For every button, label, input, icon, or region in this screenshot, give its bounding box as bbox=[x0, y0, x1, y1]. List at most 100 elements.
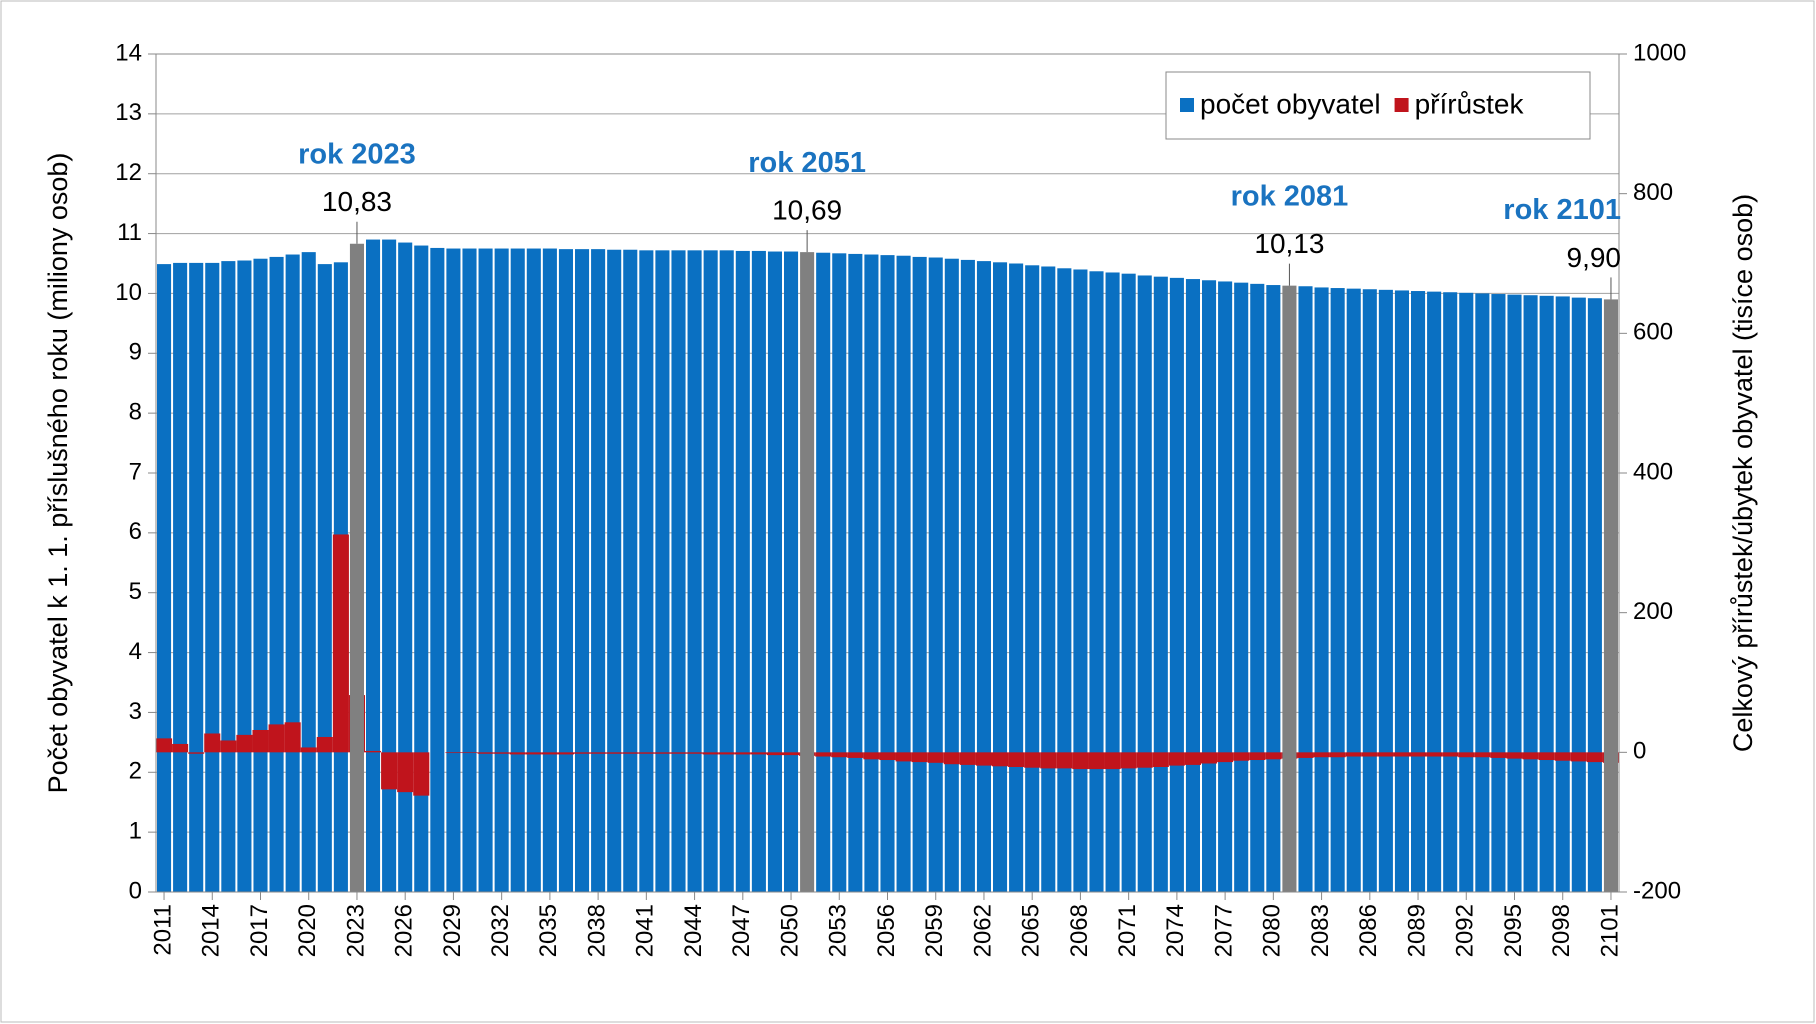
increase-bar bbox=[236, 734, 253, 753]
population-bar bbox=[976, 261, 991, 892]
legend-label: počet obyvatel bbox=[1200, 88, 1381, 119]
population-bar bbox=[1073, 269, 1088, 892]
x-tick-label: 2041 bbox=[632, 904, 659, 957]
x-tick-label: 2056 bbox=[873, 904, 900, 957]
population-bar bbox=[221, 261, 236, 892]
increase-bar bbox=[959, 752, 976, 765]
highlight-bar bbox=[349, 243, 364, 893]
increase-bar bbox=[702, 752, 719, 755]
year-label: rok 2101 bbox=[1503, 194, 1621, 226]
increase-bar bbox=[1345, 752, 1362, 757]
value-label: 10,69 bbox=[772, 195, 842, 226]
population-bar bbox=[1443, 292, 1458, 892]
y2-tick-label: 800 bbox=[1633, 179, 1673, 206]
population-bar bbox=[205, 262, 220, 892]
population-bar bbox=[414, 245, 429, 893]
population-bar bbox=[558, 249, 573, 893]
population-bar bbox=[1202, 280, 1217, 892]
x-tick-label: 2086 bbox=[1355, 904, 1382, 957]
increase-bar bbox=[461, 752, 478, 754]
population-bar bbox=[960, 259, 975, 892]
increase-bar bbox=[1088, 752, 1105, 770]
population-bar bbox=[237, 260, 252, 892]
increase-bar bbox=[509, 752, 526, 755]
population-bar bbox=[1330, 288, 1345, 892]
y-tick-label: 2 bbox=[129, 758, 142, 785]
population-bar bbox=[767, 251, 782, 892]
population-bar bbox=[928, 257, 943, 892]
increase-bar bbox=[606, 752, 623, 754]
value-label: 10,83 bbox=[322, 186, 392, 217]
increase-bar bbox=[316, 736, 333, 753]
increase-bar bbox=[172, 743, 189, 753]
increase-bar bbox=[718, 752, 735, 755]
population-bar bbox=[607, 249, 622, 893]
population-bar bbox=[1459, 292, 1474, 893]
x-tick-label: 2047 bbox=[728, 904, 755, 957]
increase-bar bbox=[1313, 752, 1330, 758]
population-bar bbox=[1346, 288, 1361, 892]
population-bar bbox=[1025, 265, 1040, 892]
x-tick-label: 2083 bbox=[1307, 904, 1334, 957]
increase-bar bbox=[1570, 752, 1587, 762]
increase-bar bbox=[1361, 752, 1378, 757]
population-bar bbox=[462, 248, 477, 893]
increase-bar bbox=[686, 752, 703, 754]
year-label: rok 2023 bbox=[298, 138, 416, 170]
population-bar bbox=[655, 250, 670, 892]
increase-bar bbox=[622, 752, 639, 754]
increase-bar bbox=[332, 534, 349, 753]
y-tick-label: 5 bbox=[129, 578, 142, 605]
y-tick-label: 7 bbox=[129, 458, 142, 485]
x-tick-label: 2062 bbox=[969, 904, 996, 957]
population-bar bbox=[575, 249, 590, 893]
population-bar bbox=[1539, 295, 1554, 892]
increase-bar bbox=[975, 752, 992, 766]
increase-bar bbox=[1201, 752, 1218, 764]
highlight-bar bbox=[1603, 299, 1618, 892]
population-bar bbox=[993, 262, 1008, 892]
highlight-bar bbox=[1282, 285, 1297, 892]
population-bar bbox=[623, 249, 638, 893]
increase-bar bbox=[1040, 752, 1057, 769]
y2-tick-label: 400 bbox=[1633, 458, 1673, 485]
increase-bar bbox=[750, 752, 767, 755]
population-bar bbox=[1427, 291, 1442, 893]
population-bar bbox=[1378, 289, 1393, 892]
x-tick-label: 2098 bbox=[1548, 904, 1575, 957]
population-bar bbox=[735, 250, 750, 892]
population-bar bbox=[478, 248, 493, 893]
increase-bar bbox=[574, 752, 591, 754]
value-label: 10,13 bbox=[1254, 228, 1324, 259]
increase-bar bbox=[397, 752, 414, 793]
increase-bar bbox=[895, 752, 912, 762]
increase-bar bbox=[1217, 752, 1234, 763]
population-bar bbox=[526, 248, 541, 893]
population-bar bbox=[173, 262, 188, 892]
population-bar bbox=[639, 250, 654, 892]
population-bar bbox=[591, 249, 606, 893]
y-tick-label: 13 bbox=[115, 99, 142, 126]
population-bar bbox=[1234, 282, 1249, 892]
population-bar bbox=[1362, 289, 1377, 892]
legend-label: přírůstek bbox=[1415, 88, 1525, 119]
increase-bar bbox=[1233, 752, 1250, 761]
population-bar bbox=[253, 258, 268, 892]
increase-bar bbox=[863, 752, 880, 760]
x-tick-label: 2053 bbox=[825, 904, 852, 957]
population-bar bbox=[671, 250, 686, 892]
population-bar bbox=[189, 262, 204, 892]
x-tick-label: 2059 bbox=[921, 904, 948, 957]
x-tick-label: 2065 bbox=[1018, 904, 1045, 957]
y2-tick-label: 0 bbox=[1633, 738, 1646, 765]
population-bar bbox=[301, 252, 316, 892]
increase-bar bbox=[1136, 752, 1153, 768]
population-bar bbox=[912, 256, 927, 892]
y-tick-label: 0 bbox=[129, 877, 142, 904]
x-tick-label: 2014 bbox=[198, 904, 225, 957]
x-tick-label: 2080 bbox=[1259, 904, 1286, 957]
x-tick-label: 2038 bbox=[583, 904, 610, 957]
legend-swatch bbox=[1180, 98, 1194, 112]
